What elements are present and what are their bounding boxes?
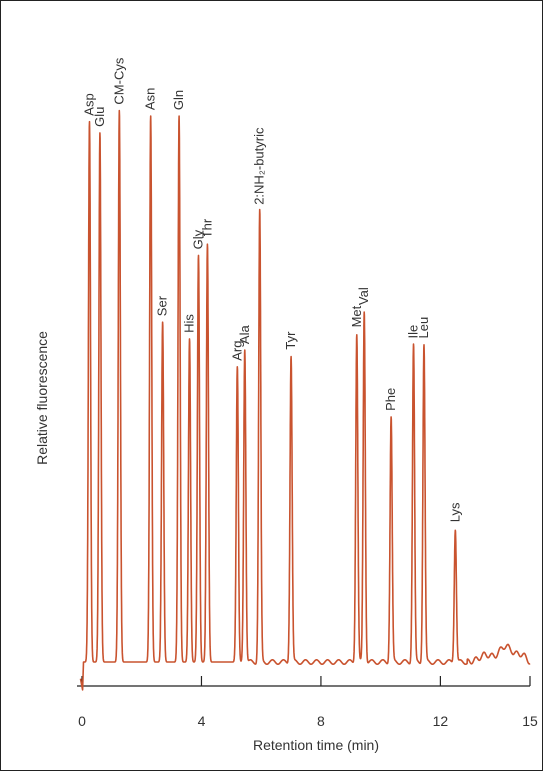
x-tick-label: 4: [198, 713, 206, 729]
peak-label: Lys: [447, 502, 462, 522]
x-tick-label: 0: [78, 713, 86, 729]
x-tick-label: 15: [522, 713, 538, 729]
peak-label: Ala: [237, 325, 252, 345]
peak-label: Arg: [229, 341, 244, 361]
peak-label: 2:NH₂-butyric: [252, 127, 267, 205]
peak-label: CM-Cys: [111, 57, 126, 104]
peak-label: Ser: [155, 295, 170, 316]
peak-label: Met: [349, 305, 364, 327]
peak-label: Leu: [416, 317, 431, 339]
peak-label: Asp: [82, 93, 97, 115]
peak-label: Ile: [406, 325, 421, 339]
peak-label: Gly: [191, 229, 206, 249]
x-tick-label: 12: [433, 713, 449, 729]
peak-label: Glu: [92, 107, 107, 127]
peak-label: Tyr: [283, 331, 298, 350]
chromatogram-trace: [79, 109, 531, 691]
peak-label: Gln: [171, 90, 186, 110]
x-axis-ticks: 0 4 8 12 15: [78, 676, 538, 729]
x-tick-label: 8: [317, 713, 325, 729]
peak-label: Phe: [383, 388, 398, 411]
x-axis-label: Retention time (min): [253, 737, 379, 753]
peak-label: Val: [356, 287, 371, 305]
peak-label: Thr: [199, 218, 214, 238]
peak-label: His: [182, 314, 197, 333]
y-axis-label: Relative fluorescence: [34, 331, 50, 465]
peak-label: Asn: [143, 88, 158, 110]
